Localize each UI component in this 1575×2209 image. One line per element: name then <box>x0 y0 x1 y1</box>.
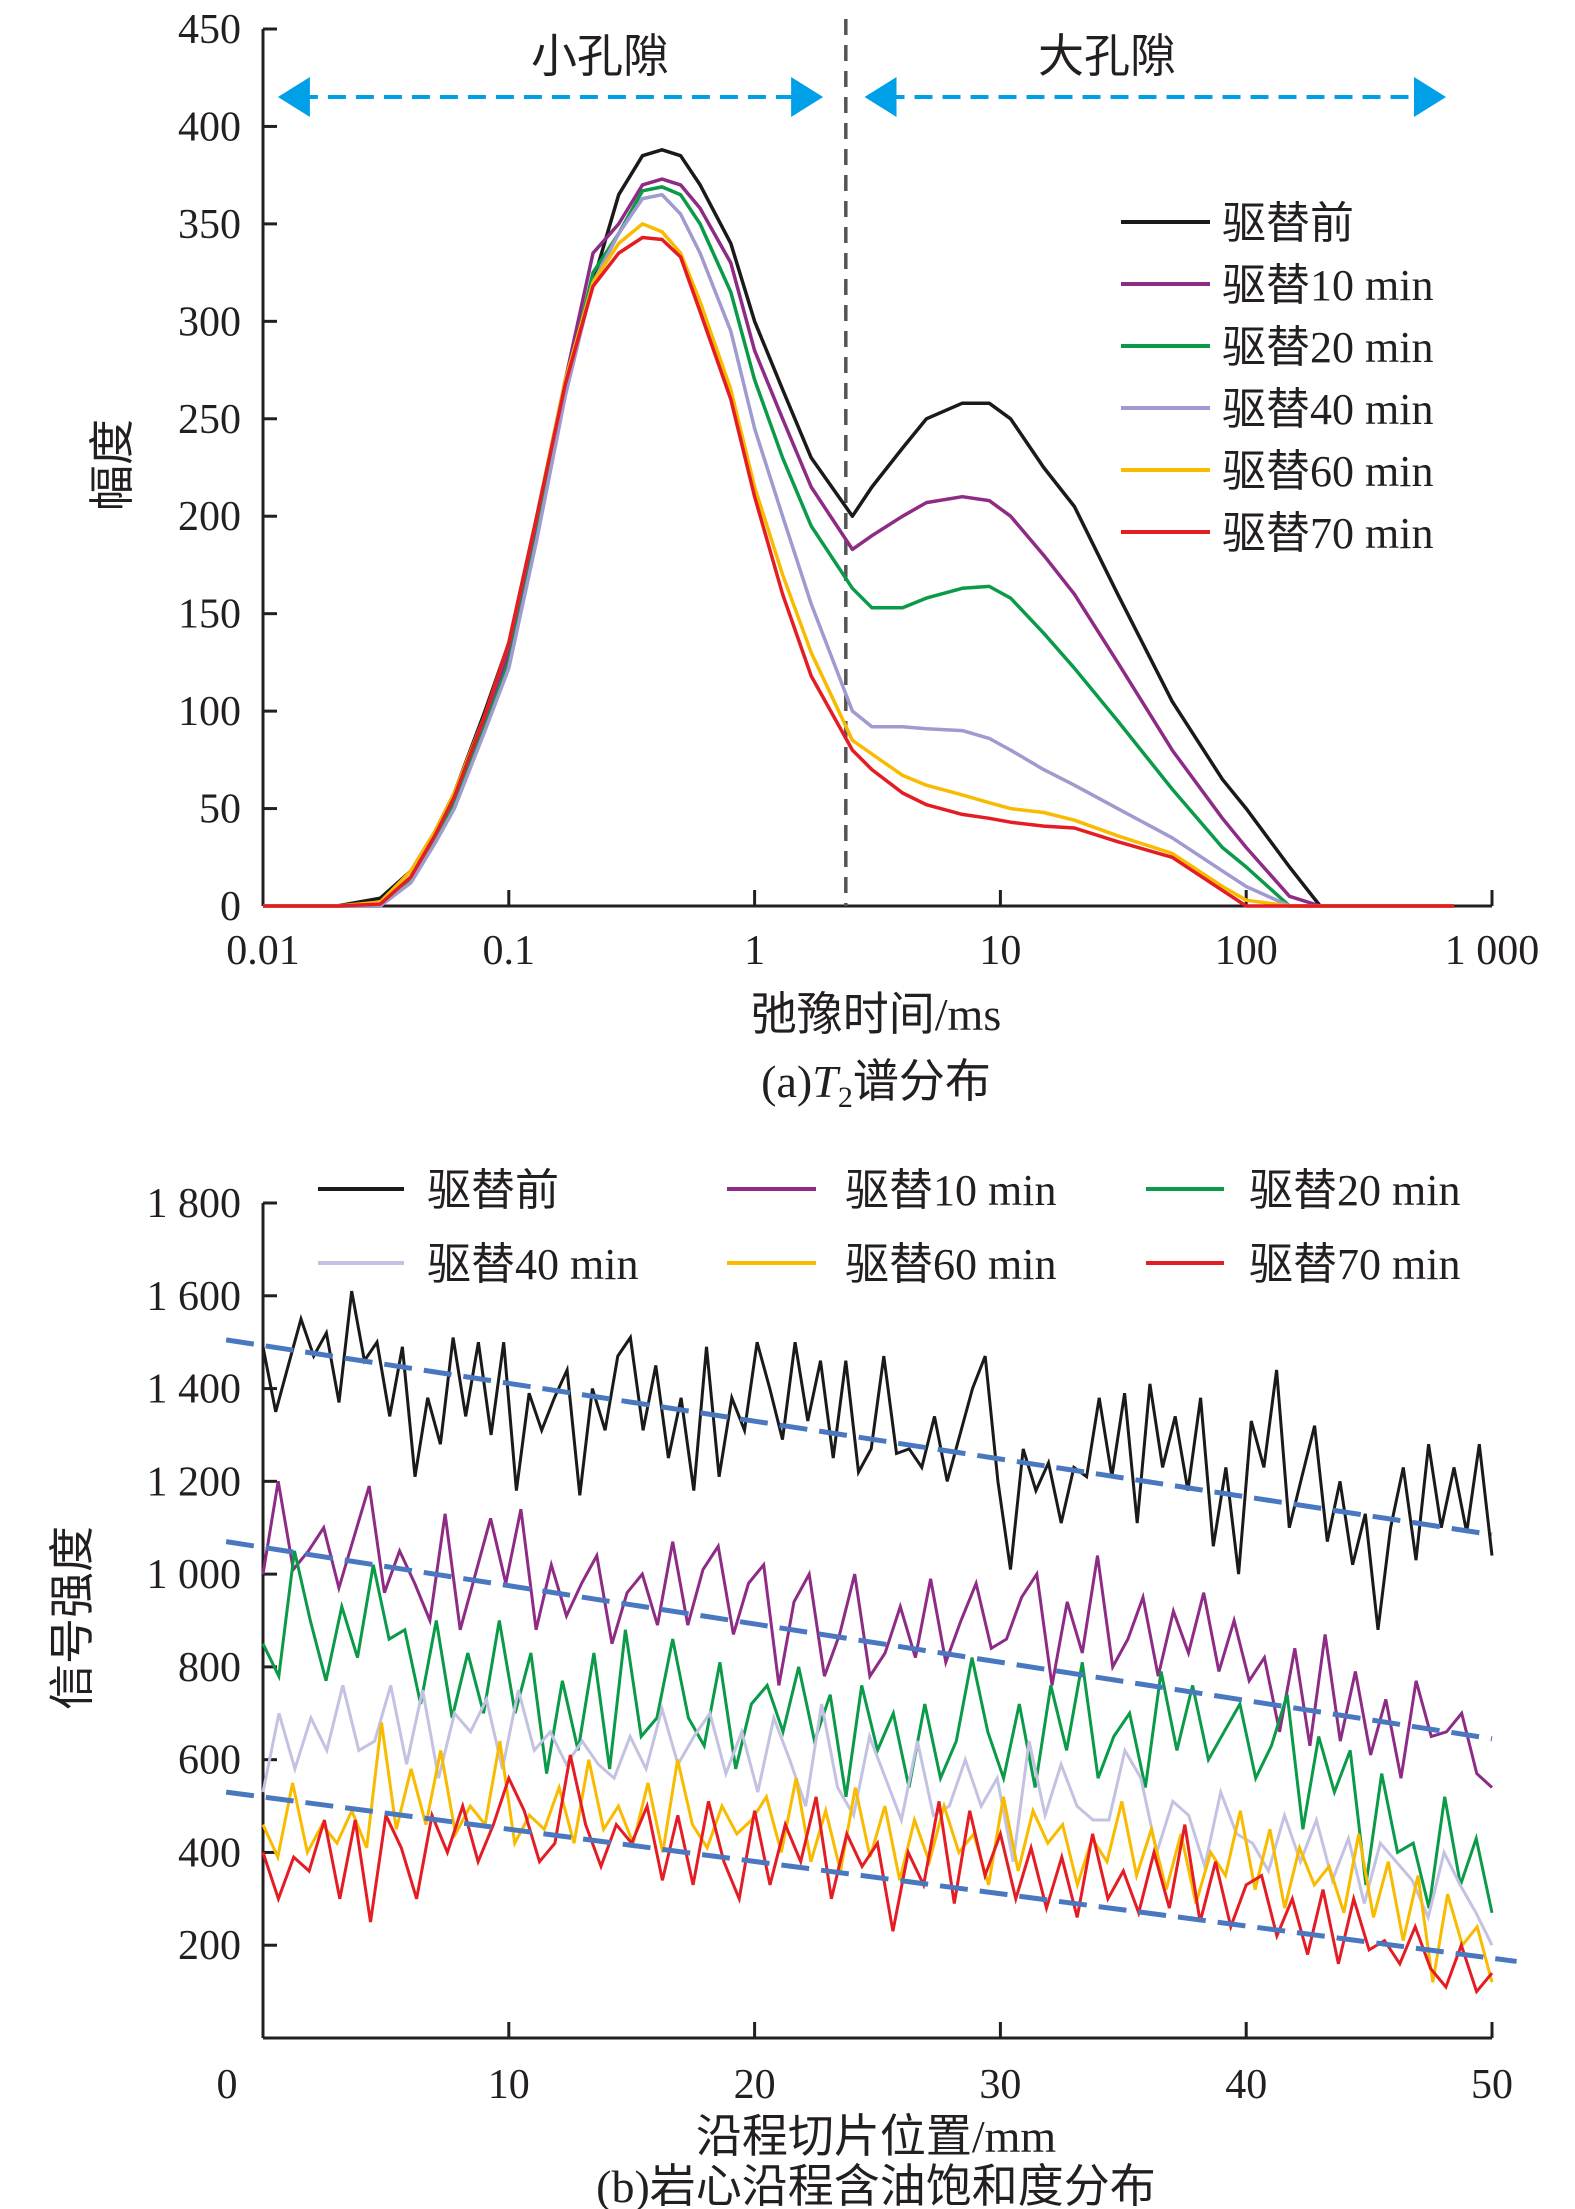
x-tick-label: 1 <box>744 928 765 974</box>
x-tick-label: 10 <box>979 928 1021 974</box>
y-tick-label: 200 <box>178 494 241 540</box>
legend-label: 驱替20 min <box>1249 1166 1460 1215</box>
x-axis-title: 弛豫时间/ms <box>751 989 1001 1040</box>
series-line <box>261 1722 1494 1983</box>
trend-line <box>225 1337 1493 1538</box>
y-tick-label: 1 800 <box>147 1181 242 1227</box>
y-tick-label: 400 <box>178 104 241 150</box>
legend-label: 驱替70 min <box>1222 509 1433 558</box>
x-tick-label: 0.1 <box>483 928 536 974</box>
trend-line <box>225 1789 1517 1964</box>
caption-sub: 2 <box>838 1081 853 1114</box>
t2-spectrum-chart: 弛豫时间/ms 幅度 (a)T2谱分布 0 50 100 150 200 250 300 35… <box>87 7 1539 1114</box>
legend-label: 驱替60 min <box>845 1240 1056 1289</box>
y-tick-label: 150 <box>178 592 241 638</box>
legend-label: 驱替20 min <box>1222 323 1433 372</box>
series-line <box>261 1550 1494 1914</box>
y-tick-label: 800 <box>178 1645 241 1691</box>
caption-t: T <box>812 1056 841 1107</box>
y-tick-label: 0 <box>220 884 241 930</box>
y-tick-label: 600 <box>178 1738 241 1784</box>
chart-caption: (b)岩心沿程含油饱和度分布 <box>596 2161 1156 2209</box>
arrow-right-icon <box>1414 77 1447 117</box>
x-tick-label: 50 <box>1471 2062 1513 2108</box>
x-tick-label: 0.01 <box>226 928 300 974</box>
y-tick-label: 200 <box>178 1923 241 1969</box>
legend-label: 驱替60 min <box>1222 447 1433 496</box>
region-label: 大孔隙 <box>1038 31 1176 82</box>
y-tick-label: 450 <box>178 7 241 53</box>
y-tick-label: 250 <box>178 397 241 443</box>
series-line <box>263 235 1454 908</box>
x-tick-label: 30 <box>979 2062 1021 2108</box>
caption-prefix: (a) <box>761 1056 812 1107</box>
y-tick-label: 350 <box>178 202 241 248</box>
y-tick-label: 50 <box>199 787 241 833</box>
y-tick-label: 1 400 <box>147 1367 242 1413</box>
y-axis-title: 幅度 <box>87 419 138 511</box>
x-tick-label: 0 <box>217 2062 238 2108</box>
series-line <box>261 1481 1494 1789</box>
series-line <box>261 1684 1494 1946</box>
legend-label: 驱替40 min <box>1222 385 1433 434</box>
arrow-left-icon <box>277 77 310 117</box>
series-line <box>261 1290 1494 1630</box>
trend-line <box>225 1539 1493 1742</box>
legend-label: 驱替10 min <box>1222 261 1433 310</box>
y-tick-label: 300 <box>178 299 241 345</box>
legend-label: 驱替前 <box>1222 199 1354 248</box>
series-line <box>263 177 1454 908</box>
y-tick-label: 1 200 <box>147 1459 242 1505</box>
x-tick-label: 1 000 <box>1445 928 1540 974</box>
y-axis-title: 信号强度 <box>47 1526 98 1710</box>
legend-label: 驱替前 <box>427 1166 559 1215</box>
region-label: 小孔隙 <box>531 31 669 82</box>
arrow-right-icon <box>791 77 824 117</box>
chart-caption: (a)T2谱分布 <box>761 1056 991 1114</box>
series-line <box>263 192 1454 908</box>
legend-label: 驱替10 min <box>845 1166 1056 1215</box>
x-tick-label: 20 <box>734 2062 776 2108</box>
y-tick-label: 1 000 <box>147 1552 242 1598</box>
x-tick-label: 40 <box>1225 2062 1267 2108</box>
legend-label: 驱替40 min <box>427 1240 638 1289</box>
saturation-distribution-chart: 沿程切片位置/mm 信号强度 (b)岩心沿程含油饱和度分布 2004006008… <box>47 1166 1517 2209</box>
x-tick-label: 10 <box>488 2062 530 2108</box>
y-tick-label: 1 600 <box>147 1274 242 1320</box>
y-tick-label: 400 <box>178 1830 241 1876</box>
x-axis-title: 沿程切片位置/mm <box>696 2111 1057 2162</box>
y-tick-label: 100 <box>178 689 241 735</box>
legend-label: 驱替70 min <box>1249 1240 1460 1289</box>
x-tick-label: 100 <box>1215 928 1278 974</box>
arrow-left-icon <box>864 77 897 117</box>
caption-suffix: 谱分布 <box>853 1056 991 1107</box>
